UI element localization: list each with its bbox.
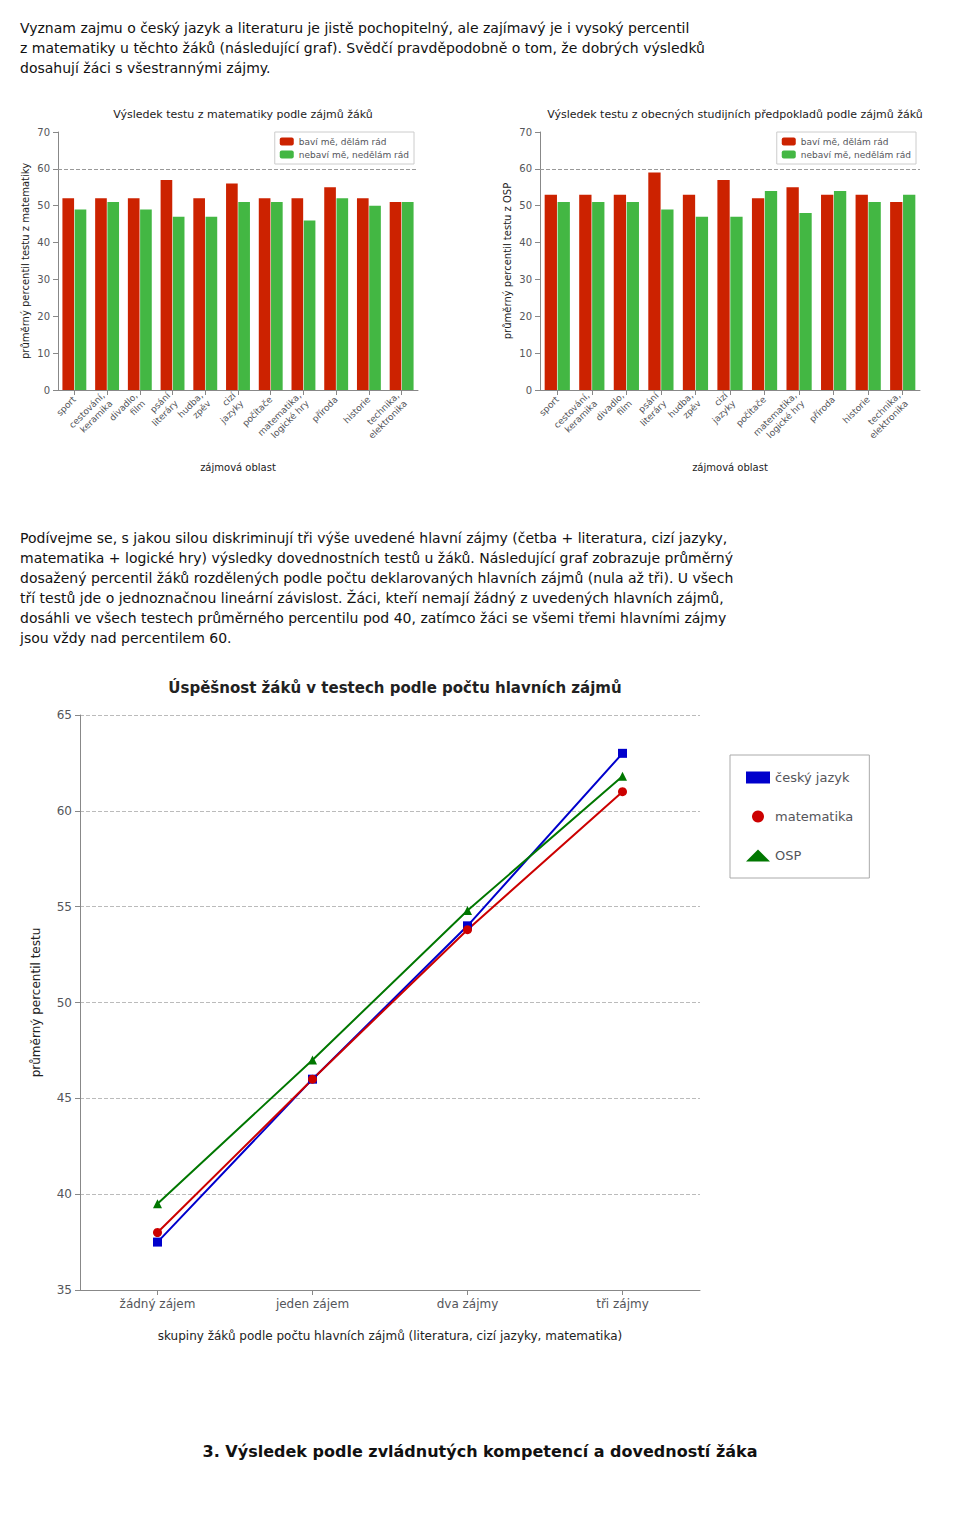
svg-text:45: 45: [57, 1091, 72, 1105]
svg-text:Výsledek testu z obecných stud: Výsledek testu z obecných studijních pře…: [547, 108, 923, 121]
svg-text:40: 40: [519, 237, 532, 248]
svg-text:tři zájmy: tři zájmy: [596, 1297, 649, 1311]
svg-text:20: 20: [37, 311, 50, 322]
svg-text:počítače: počítače: [240, 394, 275, 429]
svg-text:30: 30: [37, 274, 50, 285]
svg-text:historie: historie: [341, 394, 373, 426]
svg-text:dosáhli ve všech testech průmě: dosáhli ve všech testech průměrného perc…: [20, 610, 726, 626]
svg-text:literáry: literáry: [638, 398, 668, 428]
svg-text:keramika: keramika: [78, 398, 115, 435]
svg-text:50: 50: [37, 200, 50, 211]
svg-text:cizí: cizí: [712, 390, 730, 408]
svg-text:skupiny žáků podle počtu hlavn: skupiny žáků podle počtu hlavních zájmů …: [158, 1329, 622, 1343]
svg-text:logické hry: logické hry: [765, 398, 807, 440]
svg-text:20: 20: [519, 311, 532, 322]
svg-text:10: 10: [519, 348, 532, 359]
svg-text:elektronika: elektronika: [367, 398, 409, 440]
svg-text:literáry: literáry: [150, 398, 180, 429]
svg-text:Výsledek testu z matematiky po: Výsledek testu z matematiky podle zájmů …: [113, 108, 372, 121]
svg-text:60: 60: [37, 163, 50, 174]
svg-text:příroda: příroda: [807, 394, 837, 424]
svg-text:matematika,: matematika,: [751, 390, 799, 438]
svg-text:matematika + logické hry) výsl: matematika + logické hry) výsledky doved…: [20, 550, 733, 566]
svg-text:průměrný percentil testu: průměrný percentil testu: [29, 928, 43, 1078]
svg-text:technika,: technika,: [365, 390, 402, 427]
svg-text:hudba,: hudba,: [666, 390, 696, 420]
svg-text:film: film: [615, 398, 634, 417]
svg-text:psání: psání: [636, 390, 661, 415]
svg-text:zpěv: zpěv: [681, 398, 704, 421]
svg-text:jazyky: jazyky: [218, 398, 246, 426]
svg-text:50: 50: [519, 200, 532, 211]
svg-text:příroda: příroda: [310, 394, 340, 424]
svg-text:70: 70: [519, 127, 532, 138]
svg-text:sport: sport: [537, 394, 561, 418]
svg-text:50: 50: [57, 996, 72, 1010]
svg-text:55: 55: [57, 900, 72, 914]
svg-text:OSP: OSP: [775, 848, 801, 863]
svg-text:zájmová oblast: zájmová oblast: [692, 462, 768, 473]
svg-text:technika,: technika,: [866, 390, 903, 427]
svg-text:70: 70: [37, 127, 50, 138]
svg-text:baví mě, dělám rád: baví mě, dělám rád: [801, 137, 889, 147]
svg-text:0: 0: [44, 385, 50, 396]
svg-text:35: 35: [57, 1283, 72, 1297]
svg-text:divadlo,: divadlo,: [593, 390, 626, 423]
svg-text:průměrný percentil testu z OSP: průměrný percentil testu z OSP: [502, 183, 513, 340]
svg-text:matematika: matematika: [775, 809, 853, 824]
svg-text:cizí: cizí: [220, 390, 238, 408]
svg-text:český jazyk: český jazyk: [775, 770, 850, 785]
svg-text:dva zájmy: dva zájmy: [437, 1297, 499, 1311]
svg-text:zájmová oblast: zájmová oblast: [200, 462, 276, 473]
svg-text:cestování,: cestování,: [551, 390, 592, 431]
svg-text:průměrný percentil testu z mat: průměrný percentil testu z matematiky: [20, 163, 31, 359]
svg-text:divadlo,: divadlo,: [107, 390, 140, 423]
svg-text:keramika: keramika: [562, 398, 600, 435]
svg-text:60: 60: [57, 804, 72, 818]
svg-text:sport: sport: [54, 394, 78, 418]
svg-text:65: 65: [57, 708, 72, 722]
svg-text:z matematiky u těchto žáků (ná: z matematiky u těchto žáků (následující …: [20, 40, 705, 56]
svg-text:30: 30: [519, 274, 532, 285]
svg-text:počítače: počítače: [734, 394, 769, 429]
svg-text:hudba,: hudba,: [175, 390, 205, 420]
svg-text:40: 40: [37, 237, 50, 248]
svg-text:žádný zájem: žádný zájem: [120, 1297, 196, 1311]
svg-text:jsou vždy nad percentilem 60.: jsou vždy nad percentilem 60.: [19, 630, 231, 646]
svg-text:40: 40: [57, 1187, 72, 1201]
svg-text:nebaví mě, nedělám rád: nebaví mě, nedělám rád: [299, 150, 409, 160]
svg-text:matematika,: matematika,: [255, 390, 304, 438]
svg-text:Vyznam zajmu o český jazyk a l: Vyznam zajmu o český jazyk a literaturu …: [20, 20, 689, 36]
svg-text:0: 0: [526, 385, 532, 396]
svg-text:jazyky: jazyky: [710, 398, 738, 426]
svg-text:Podívejme se, s jakou silou di: Podívejme se, s jakou silou diskriminují…: [20, 530, 727, 546]
svg-text:cestování,: cestování,: [67, 390, 107, 431]
svg-text:logické hry: logické hry: [269, 398, 311, 440]
svg-text:jeden zájem: jeden zájem: [275, 1297, 349, 1311]
svg-text:60: 60: [519, 163, 532, 174]
svg-text:nebaví mě, nedělám rád: nebaví mě, nedělám rád: [801, 150, 911, 160]
svg-text:psání: psání: [148, 390, 173, 415]
svg-text:3. Výsledek podle zvládnutých: 3. Výsledek podle zvládnutých kompetencí…: [203, 1442, 758, 1461]
svg-text:zpěv: zpěv: [191, 398, 214, 421]
svg-text:tří testů jde o jednoznačnou l: tří testů jde o jednoznačnou lineární zá…: [20, 589, 724, 606]
svg-text:film: film: [128, 398, 147, 417]
svg-text:dosahují žáci s všestrannými z: dosahují žáci s všestrannými zájmy.: [20, 60, 271, 76]
svg-text:historie: historie: [840, 394, 872, 426]
svg-text:Úspěšnost žáků v testech podle: Úspěšnost žáků v testech podle počtu hla…: [168, 678, 621, 697]
svg-text:10: 10: [37, 348, 50, 359]
svg-text:baví mě, dělám rád: baví mě, dělám rád: [299, 137, 387, 147]
svg-text:elektronika: elektronika: [868, 398, 910, 440]
svg-text:dosažený percentil žáků rozděl: dosažený percentil žáků rozdělených podl…: [20, 570, 733, 586]
